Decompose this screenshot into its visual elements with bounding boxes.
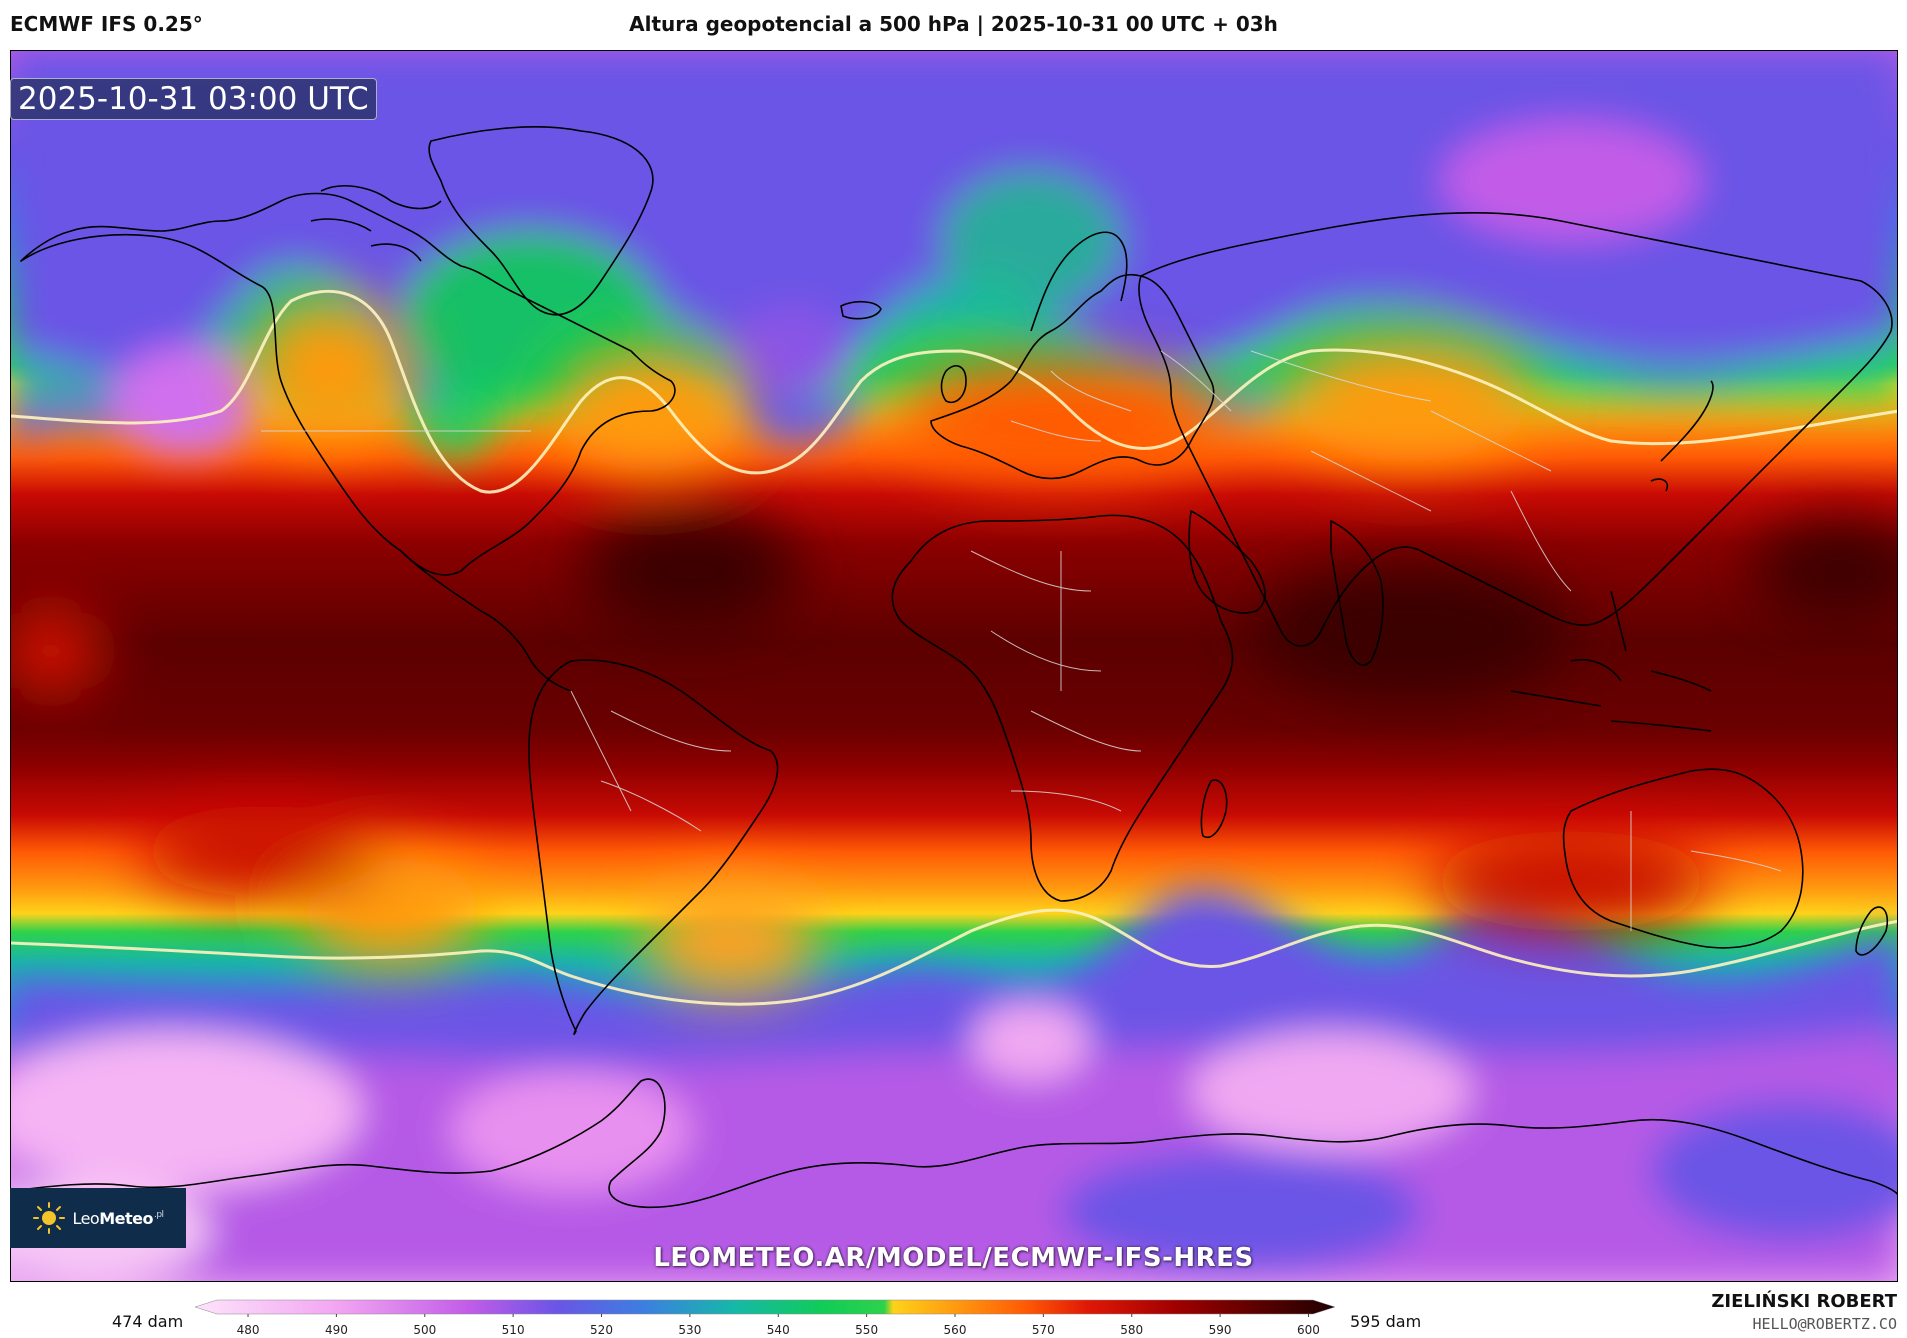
contour-552-north	[11, 289, 1897, 494]
new-zealand-outline	[1855, 906, 1889, 956]
colorbar-tick-label: 560	[944, 1323, 967, 1337]
contour-552-south	[11, 908, 1897, 1006]
antarctica-outline	[11, 1078, 1897, 1209]
author-name: ZIELIŃSKI ROBERT	[1711, 1291, 1897, 1312]
africa-outline	[891, 514, 1234, 902]
map-panel[interactable]	[10, 50, 1898, 1282]
colorbar-max-label: 595 dam	[1350, 1312, 1422, 1331]
iceland-outline	[840, 300, 882, 320]
asia-outline	[1138, 211, 1893, 647]
sun-icon	[33, 1202, 66, 1234]
canadian-archipelago	[310, 185, 442, 262]
colorbar-tick-label: 600	[1297, 1323, 1320, 1337]
geopotential-height-map[interactable]	[11, 51, 1898, 1282]
colorbar-tick-label: 540	[767, 1323, 790, 1337]
colorbar-min-label: 474 dam	[112, 1312, 184, 1331]
model-url-link[interactable]: LEOMETEO.AR/MODEL/ECMWF-IFS-HRES	[653, 1243, 1254, 1273]
model-name: ECMWF IFS 0.25°	[10, 12, 203, 36]
colorbar-ramp	[195, 1299, 1335, 1315]
philippines-outline	[1610, 590, 1627, 652]
greenland-outline	[428, 126, 654, 316]
map-title: Altura geopotencial a 500 hPa | 2025-10-…	[629, 12, 1278, 36]
colorbar-tick-label: 480	[237, 1323, 260, 1337]
logo-wordmark: LeoMeteo.pl	[72, 1208, 164, 1228]
indonesia-outline	[1510, 659, 1712, 732]
scandinavia-outline	[1030, 231, 1128, 332]
valid-time-badge: 2025-10-31 03:00 UTC	[10, 78, 377, 120]
southern-cold-field	[11, 889, 1897, 1281]
europe-outline	[930, 273, 1215, 480]
colorbar-tick-label: 550	[855, 1323, 878, 1337]
south-america-outline	[528, 659, 779, 1036]
colorbar-tick-label: 510	[502, 1323, 525, 1337]
north-america-outline	[20, 192, 676, 576]
country-borders	[261, 350, 1782, 931]
australia-outline	[1562, 768, 1804, 949]
coastlines	[11, 126, 1897, 1209]
leometeo-logo[interactable]: LeoMeteo.pl	[10, 1188, 186, 1248]
colorbar-tick-label: 520	[590, 1323, 613, 1337]
colorbar-tick-label: 500	[413, 1323, 436, 1337]
madagascar-outline	[1200, 779, 1228, 838]
colorbar: 480 490 500 510 520 530 540 550 560 570 580 590 600	[195, 1299, 1335, 1337]
author-email[interactable]: HELLO@ROBERTZ.CO	[1752, 1315, 1898, 1333]
colorbar-tick-label: 490	[325, 1323, 348, 1337]
india-outline	[1330, 520, 1384, 666]
colorbar-tick-label: 530	[678, 1323, 701, 1337]
arabian-peninsula-outline	[1188, 510, 1266, 614]
colorbar-tick-label: 590	[1209, 1323, 1232, 1337]
colorbar-tick-label: 580	[1120, 1323, 1143, 1337]
tropical-warm-field	[11, 301, 1897, 996]
british-isles-outline	[940, 365, 967, 403]
japan-outline	[1650, 380, 1714, 492]
colorbar-tick-label: 570	[1032, 1323, 1055, 1337]
central-america-outline	[400, 550, 572, 692]
